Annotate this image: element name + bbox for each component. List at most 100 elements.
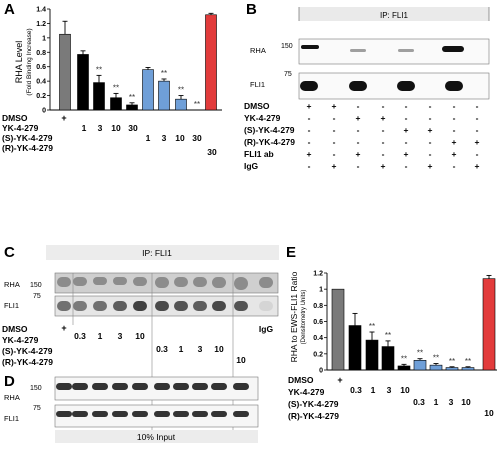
c-fli1-band — [234, 301, 248, 311]
d-fli1-band — [173, 411, 189, 417]
c-rha-band — [57, 277, 71, 287]
b-matrix-cell: - — [405, 101, 408, 111]
c-fli1-band — [93, 301, 107, 311]
a-significance-mark: ** — [96, 65, 102, 74]
e-bar — [397, 365, 411, 371]
b-matrix-cell: - — [476, 149, 479, 159]
b-matrix-cell: - — [429, 101, 432, 111]
e-row-dmso: DMSO — [288, 375, 314, 385]
d-caption: 10% Input — [137, 432, 176, 442]
b-row-dmso: DMSO — [244, 101, 270, 111]
c-ip-header-bar — [46, 245, 279, 260]
d-blot-label-fli1: FLI1 — [4, 414, 19, 423]
e-bar — [482, 278, 496, 371]
c-fli1-band — [259, 301, 273, 311]
d-rha-band — [154, 383, 170, 390]
b-matrix-cell: - — [357, 125, 360, 135]
d-rha-band — [192, 383, 208, 390]
b-matrix-cell: - — [308, 113, 311, 123]
a-ylabel-sub: (Fold Binding Increase) — [26, 28, 33, 95]
b-matrix-cell: + — [332, 161, 337, 171]
a-y-tick-label: 1.4 — [36, 7, 46, 14]
c-s-dose: 0.3 — [156, 344, 168, 354]
b-matrix-cell: - — [333, 149, 336, 159]
d-mw-150: 150 — [30, 385, 42, 392]
e-row-r: (R)-YK-4-279 — [288, 411, 339, 421]
b-matrix-cell: - — [405, 137, 408, 147]
panel-letter-e: E — [286, 244, 296, 261]
d-rha-band — [211, 383, 227, 390]
b-matrix-cell: - — [382, 137, 385, 147]
b-matrix-cell: + — [475, 137, 480, 147]
d-rha-bands — [56, 383, 249, 390]
c-ip-title: IP: FLI1 — [142, 248, 172, 258]
c-fli1-band — [155, 301, 169, 311]
c-r-dose: 10 — [236, 355, 246, 365]
b-rha-band — [442, 46, 464, 52]
b-matrix-cell: - — [429, 137, 432, 147]
b-matrix-cell: - — [476, 101, 479, 111]
a-y-tick-label: 0.6 — [36, 64, 46, 71]
b-matrix-cell: + — [428, 125, 433, 135]
b-row-fli1ab: FLI1 ab — [244, 149, 274, 159]
a-row-s: (S)-YK-4-279 — [2, 133, 53, 143]
a-yk-dose: 1 — [82, 123, 87, 133]
e-significance-mark: ** — [385, 331, 391, 340]
c-igg-label: IgG — [259, 324, 274, 334]
d-rha-band — [72, 383, 88, 390]
e-y-tick-label: 1 — [319, 287, 323, 294]
b-matrix-cell: + — [381, 113, 386, 123]
a-y-tick-label: 0.2 — [36, 93, 46, 100]
a-bar — [142, 69, 154, 111]
d-fli1-band — [132, 411, 148, 417]
d-rha-band — [112, 383, 128, 390]
b-mw-75: 75 — [284, 71, 292, 78]
b-row-igg: IgG — [244, 161, 259, 171]
a-bar — [59, 33, 71, 111]
e-ylabel: RHA to EWS-FLI1 Ratio — [289, 271, 299, 362]
b-matrix-cell: - — [476, 125, 479, 135]
c-s-dose: 10 — [214, 344, 224, 354]
a-dmso-mark: + — [61, 113, 66, 123]
d-fli1-band — [92, 411, 108, 417]
panel-letter-d: D — [4, 373, 15, 390]
b-matrix-cell: + — [307, 101, 312, 111]
c-fli1-band — [113, 301, 127, 311]
panel-letter-c: C — [4, 244, 15, 261]
d-fli1-band — [154, 411, 170, 417]
c-blot-label-rha: RHA — [4, 280, 20, 289]
c-rha-band — [73, 277, 87, 286]
b-matrix-cell: - — [333, 113, 336, 123]
d-fli1-band — [112, 411, 128, 417]
e-row-yk: YK-4-279 — [288, 387, 325, 397]
b-matrix-cell: + — [381, 161, 386, 171]
b-matrix-cell: - — [429, 113, 432, 123]
b-rha-bands — [301, 45, 464, 52]
b-matrix-cell: - — [429, 149, 432, 159]
d-mw-75: 75 — [33, 405, 41, 412]
e-bar — [461, 367, 475, 371]
c-dmso-mark: + — [61, 323, 66, 333]
c-rha-band — [234, 277, 248, 290]
a-yk-dose: 30 — [128, 123, 138, 133]
c-yk-dose: 3 — [118, 331, 123, 341]
e-y-tick-label: 0.4 — [313, 335, 323, 342]
b-matrix-cell: - — [333, 125, 336, 135]
d-fli1-band — [233, 411, 249, 417]
a-y-tick-label: 0.8 — [36, 50, 46, 57]
e-significance-mark: ** — [465, 357, 471, 366]
b-row-yk: YK-4-279 — [244, 113, 281, 123]
c-rha-band — [155, 277, 169, 288]
b-matrix-cell: - — [308, 125, 311, 135]
b-blot-label-fli1: FLI1 — [250, 80, 265, 89]
e-ylabel-sub: (Densitometry Units) — [301, 290, 307, 345]
d-blot-label-rha: RHA — [4, 393, 20, 402]
c-mw-150: 150 — [30, 282, 42, 289]
d-rha-band — [233, 383, 249, 390]
a-bar — [77, 54, 89, 111]
panel-e: E RHA to EWS-FLI1 Ratio (Densitometry Un… — [286, 244, 497, 421]
c-fli1-bands — [57, 301, 273, 311]
b-matrix-cell: - — [357, 137, 360, 147]
a-s-dose: 10 — [175, 133, 185, 143]
a-row-yk: YK-4-279 — [2, 123, 39, 133]
